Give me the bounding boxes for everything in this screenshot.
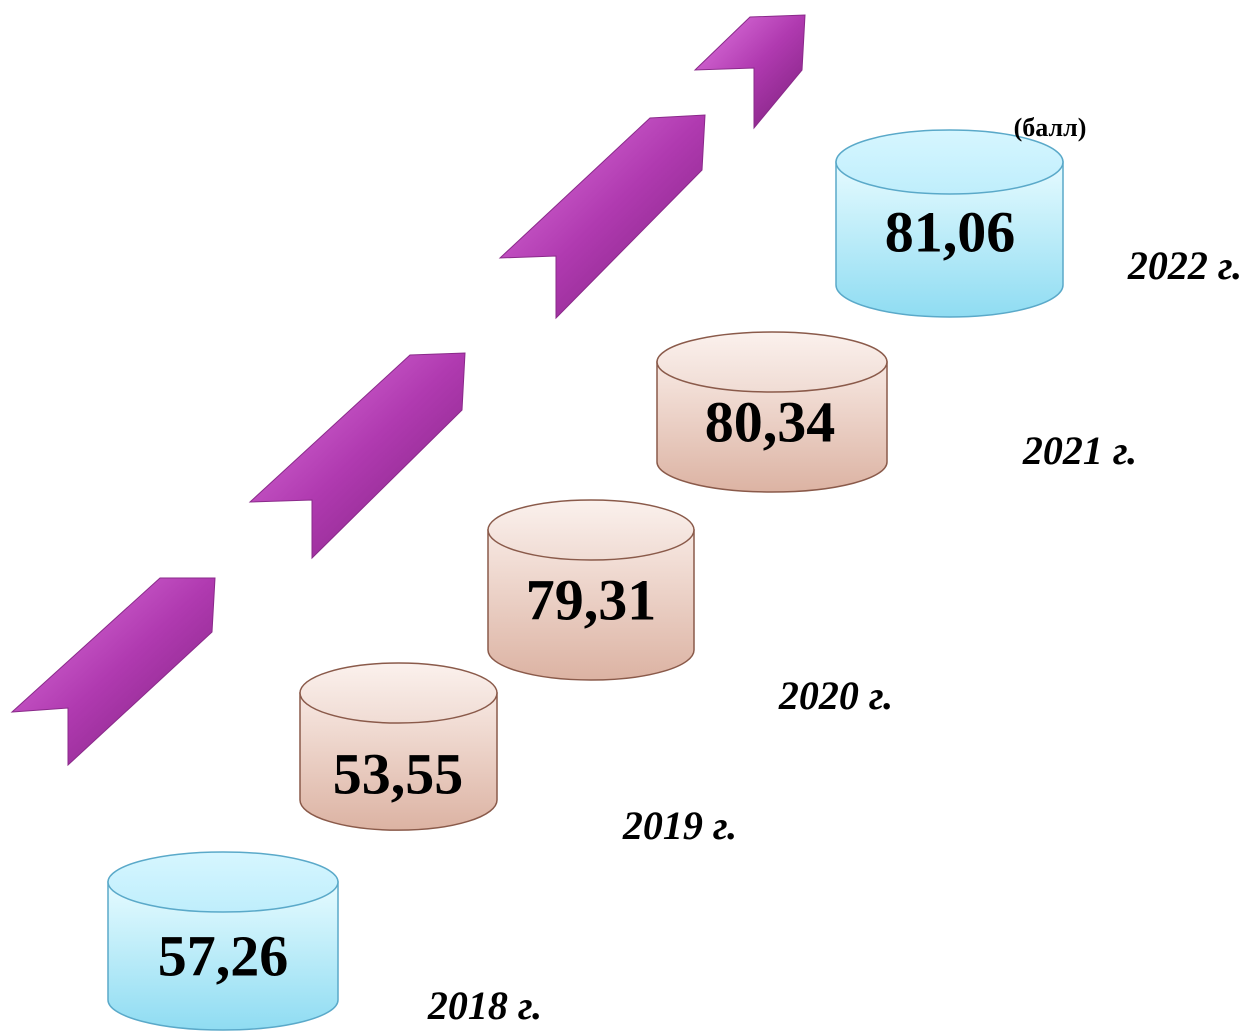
year-label: 2019 г.: [622, 803, 737, 848]
arrow: [695, 15, 805, 128]
unit-label: (балл): [1014, 113, 1087, 142]
cylinder: 81,06: [836, 130, 1063, 317]
value-label: 79,31: [526, 567, 657, 632]
cylinder: 53,55: [300, 663, 497, 830]
infographic: 57,26 53,55 79,31 80,34 81,06 (балл) 201…: [0, 0, 1257, 1032]
cylinder: 80,34: [657, 332, 887, 492]
arrow: [500, 115, 705, 318]
value-label: 57,26: [158, 923, 289, 988]
value-label: 81,06: [885, 199, 1016, 264]
value-label: 80,34: [705, 389, 836, 454]
year-label: 2020 г.: [778, 673, 893, 718]
value-label: 53,55: [333, 741, 464, 806]
cylinder: 57,26: [108, 852, 338, 1030]
year-label: 2021 г.: [1022, 428, 1137, 473]
cylinder: 79,31: [488, 500, 694, 680]
year-label: 2022 г.: [1127, 243, 1242, 288]
arrow: [250, 353, 465, 558]
year-label: 2018 г.: [427, 983, 542, 1028]
arrow: [12, 578, 215, 765]
